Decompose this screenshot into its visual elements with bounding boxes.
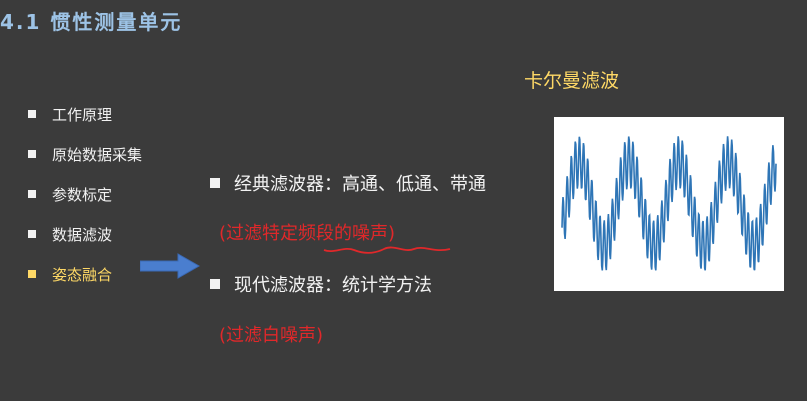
noisy-signal-image [554, 117, 784, 291]
sidebar-item-attitude-fusion[interactable]: 姿态融合 [28, 254, 142, 294]
square-bullet-icon [28, 150, 36, 158]
sidebar-item-label: 工作原理 [52, 105, 113, 124]
square-bullet-icon [28, 190, 36, 198]
sidebar-outline: 工作原理 原始数据采集 参数标定 数据滤波 姿态融合 [28, 94, 142, 294]
square-bullet-icon [28, 270, 36, 278]
classic-filter-text: 经典滤波器：高通、低通、带通 [234, 174, 486, 195]
right-arrow-icon [140, 253, 200, 279]
square-bullet-icon [28, 110, 36, 118]
sidebar-item-parameter-calibration[interactable]: 参数标定 [28, 174, 142, 214]
sidebar-item-data-filtering[interactable]: 数据滤波 [28, 214, 142, 254]
sidebar-item-raw-data-collection[interactable]: 原始数据采集 [28, 134, 142, 174]
kalman-filter-title: 卡尔曼滤波 [524, 70, 620, 92]
sidebar-item-label: 原始数据采集 [52, 145, 143, 164]
modern-filter-text: 现代滤波器：统计学方法 [234, 275, 432, 296]
sidebar-item-label: 姿态融合 [52, 265, 113, 284]
signal-waveform [561, 136, 777, 271]
handwritten-underline [323, 246, 451, 254]
sidebar-item-working-principle[interactable]: 工作原理 [28, 94, 142, 134]
classic-filter-note: (过滤特定频段的噪声) [219, 223, 396, 244]
square-bullet-icon [28, 230, 36, 238]
square-bullet-icon [210, 178, 220, 188]
square-bullet-icon [210, 279, 220, 289]
modern-filter-note: (过滤白噪声) [219, 325, 324, 346]
slide-title: 4.1 惯性测量单元 [0, 10, 183, 34]
classic-filter-item: 经典滤波器：高通、低通、带通 [210, 170, 486, 196]
noisy-signal-plot [561, 136, 777, 271]
modern-filter-item: 现代滤波器：统计学方法 [210, 271, 432, 297]
sidebar-item-label: 参数标定 [52, 185, 113, 204]
sidebar-item-label: 数据滤波 [52, 225, 113, 244]
